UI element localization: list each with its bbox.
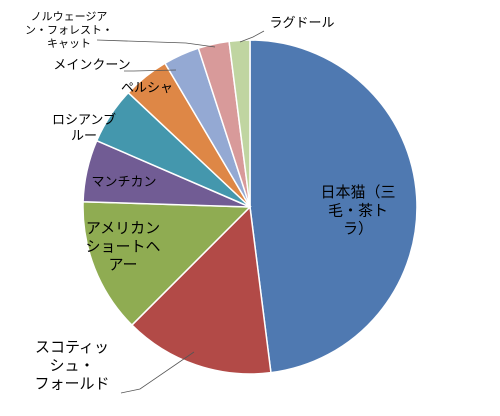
slice-label-line: メインクーン xyxy=(53,58,130,73)
slice-label-line: ペルシャ xyxy=(121,81,173,96)
slice-label: スコティッシュ・フォールド xyxy=(34,338,109,393)
slice-label-line: ロシアンブ xyxy=(52,112,116,128)
pie-slice xyxy=(249,39,418,374)
slice-label-line: ン・フォレスト・ xyxy=(25,23,113,36)
slice-label: アメリカンショートヘアー xyxy=(85,219,160,274)
slice-label-line: マンチカン xyxy=(91,175,156,190)
slice-label-line: アー xyxy=(108,256,137,274)
slice-label-line: スコティッ xyxy=(35,338,109,356)
slice-labels: 日本猫（三毛・茶トラ） スコティッシュ・フォールド アメリカンショートヘアー マンチカ… xyxy=(25,10,396,393)
slice-label-line: ラ） xyxy=(343,220,373,238)
slice-label-line: ルー xyxy=(71,129,97,144)
slice-label: ペルシャ xyxy=(121,81,173,96)
pie-slice xyxy=(82,200,252,327)
slice-label-line: フォールド xyxy=(34,375,109,393)
pie-slice xyxy=(130,205,272,375)
slice-label-line: キャット xyxy=(47,37,91,50)
slice-label-line: ノルウェージア xyxy=(31,10,108,23)
slice-label: メインクーン xyxy=(53,58,130,73)
leader-line xyxy=(124,69,177,72)
slice-label-line: アメリカン xyxy=(86,219,160,237)
slice-label-line: シュ・ xyxy=(49,356,94,374)
leader-line xyxy=(96,39,216,48)
slice-label: 日本猫（三毛・茶トラ） xyxy=(320,183,395,238)
slice-label: ノルウェージアン・フォレスト・キャット xyxy=(25,10,113,50)
slice-label-line: ショートヘ xyxy=(85,237,160,255)
pie-slice xyxy=(228,39,251,208)
leader-lines xyxy=(96,30,265,394)
leader-line xyxy=(120,351,195,394)
slice-label-line: 毛・茶ト xyxy=(328,201,388,219)
slice-label: ラグドール xyxy=(269,16,334,31)
slice-label-line: 日本猫（三 xyxy=(320,183,395,201)
pie-slices xyxy=(82,39,418,375)
leader-line xyxy=(239,30,265,43)
slice-label: マンチカン xyxy=(91,175,156,190)
slice-label-line: ラグドール xyxy=(269,16,334,31)
slice-label: ロシアンブルー xyxy=(52,112,116,144)
